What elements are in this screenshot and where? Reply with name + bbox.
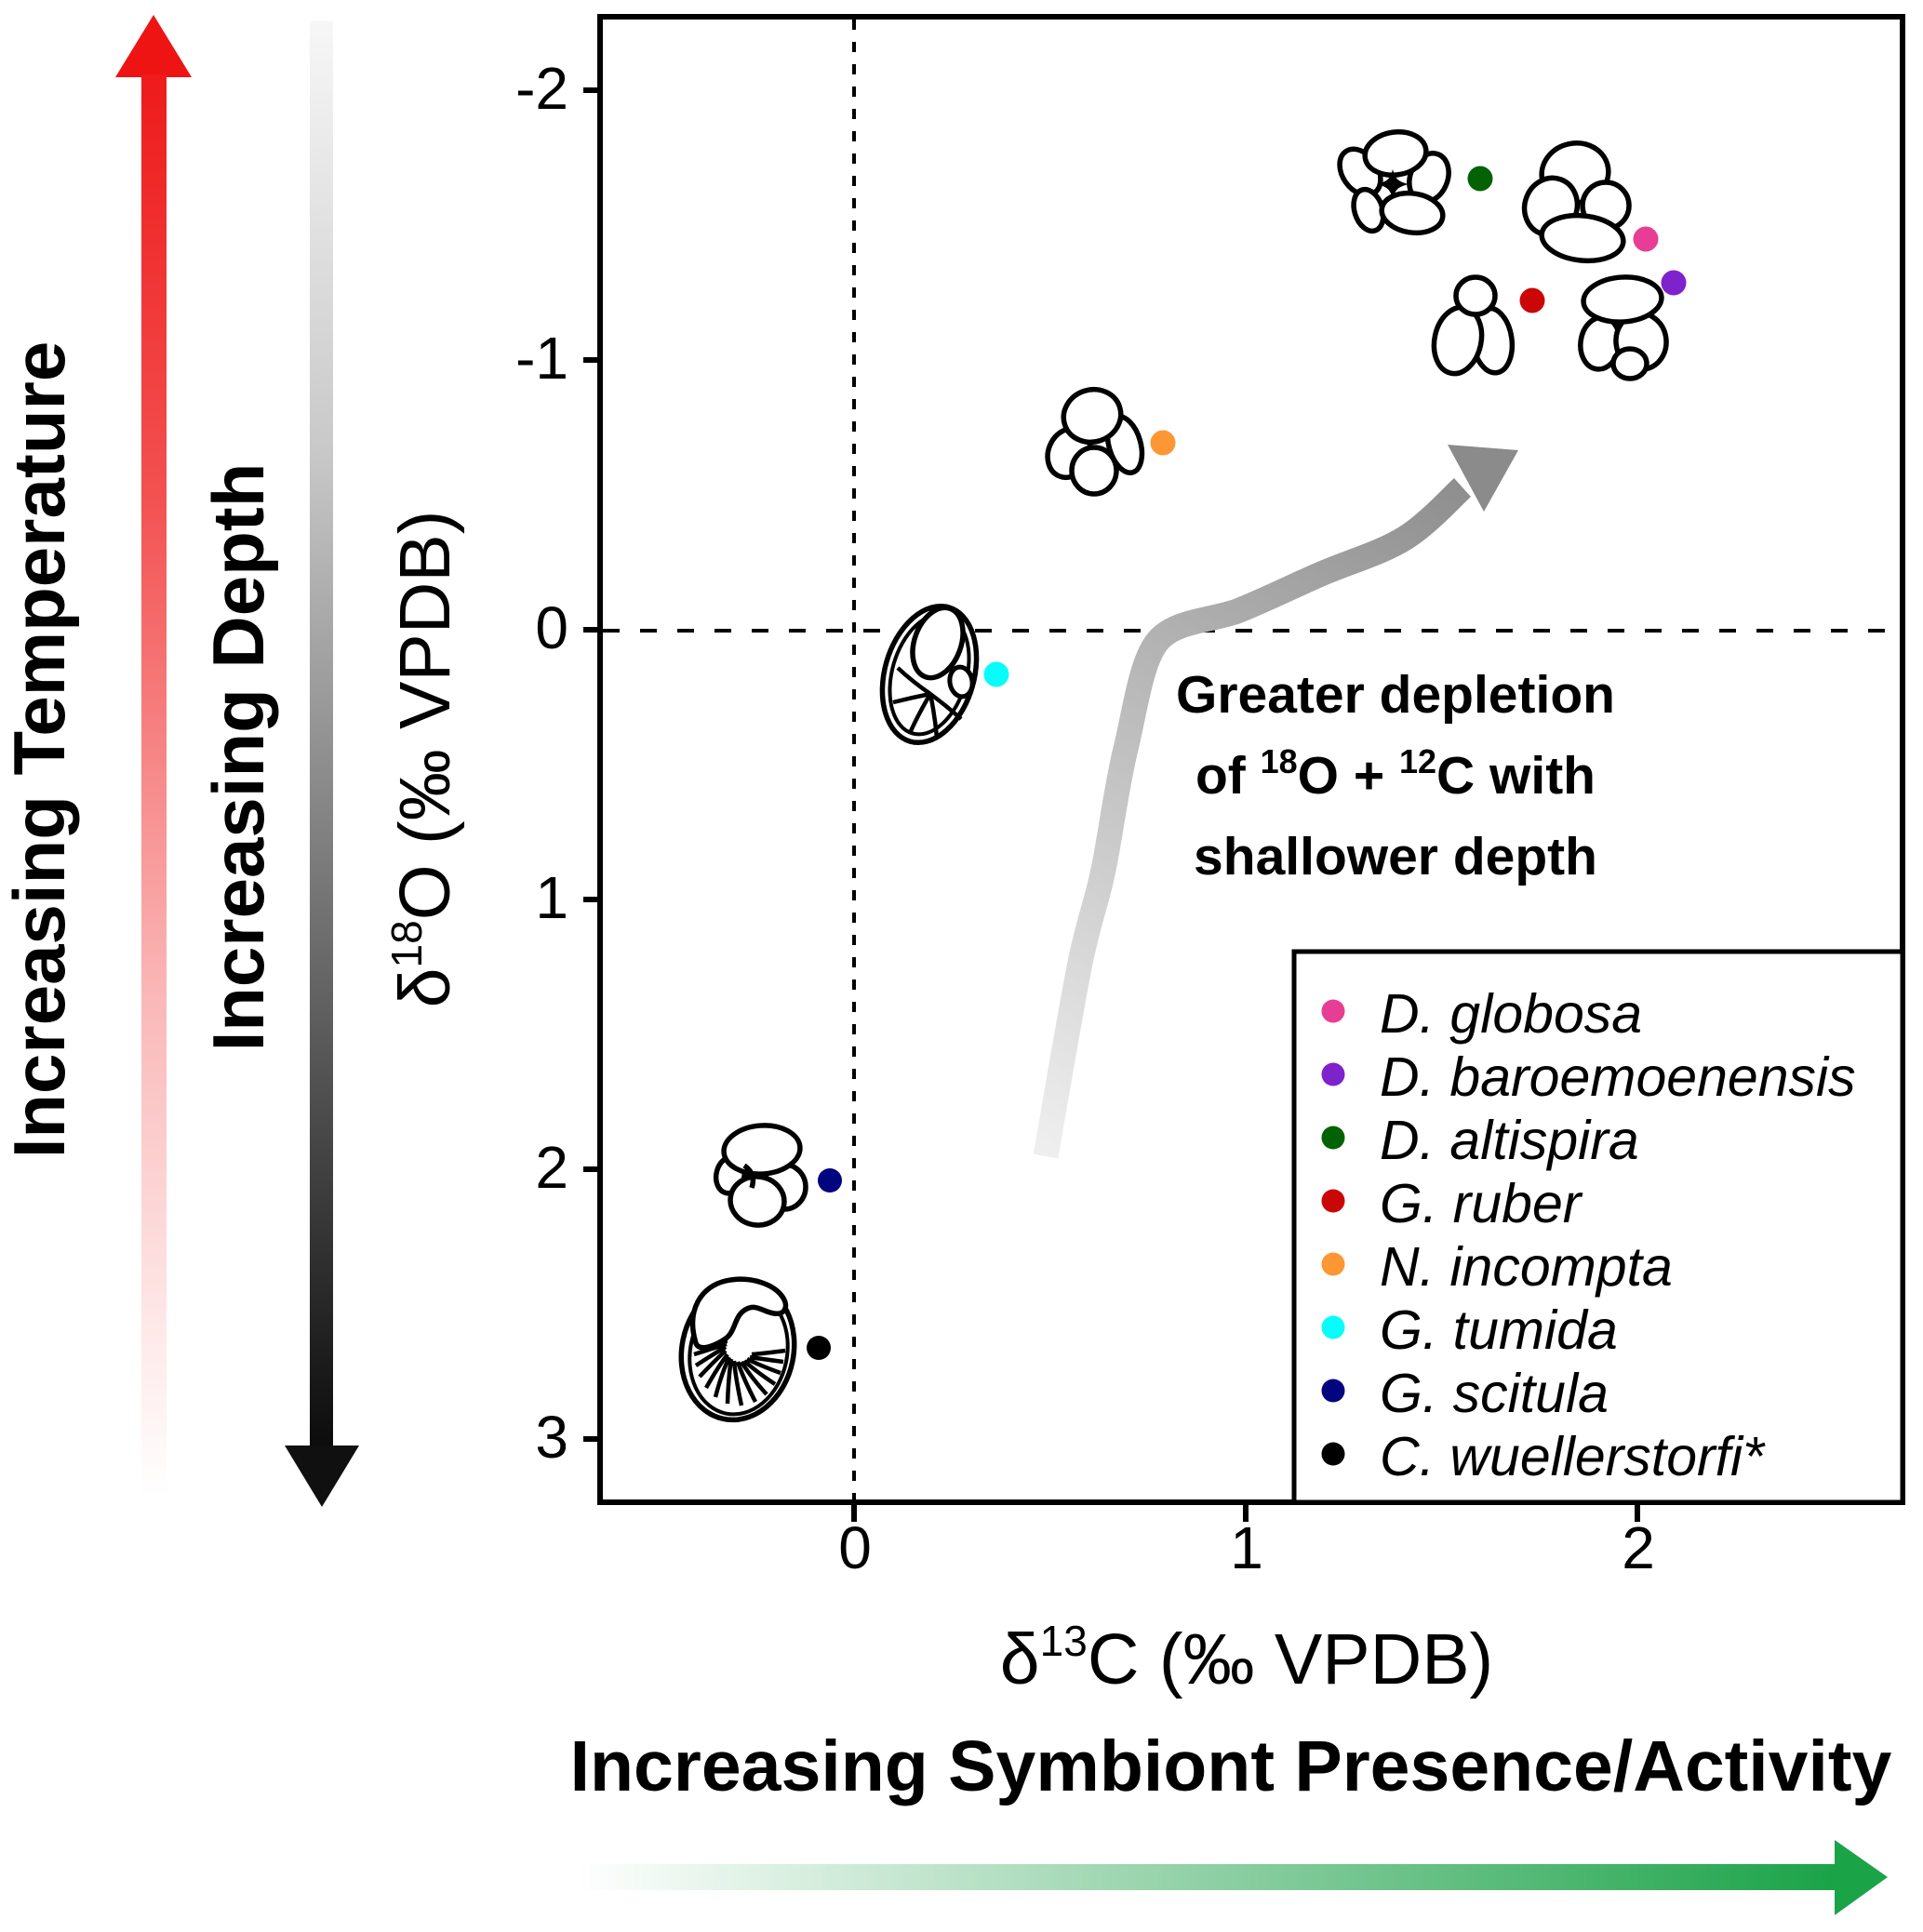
svg-text:G. scitula: G. scitula bbox=[1380, 1363, 1609, 1424]
svg-text:0: 0 bbox=[535, 594, 568, 661]
svg-text:-2: -2 bbox=[515, 55, 568, 122]
svg-text:1: 1 bbox=[1230, 1514, 1263, 1581]
svg-text:3: 3 bbox=[535, 1404, 568, 1471]
svg-text:2: 2 bbox=[1622, 1514, 1655, 1581]
svg-text:Increasing Depth: Increasing Depth bbox=[197, 463, 279, 1052]
svg-text:Greater depletion: Greater depletion bbox=[1176, 665, 1615, 725]
svg-text:shallower depth: shallower depth bbox=[1194, 827, 1597, 886]
svg-text:D. globosa: D. globosa bbox=[1380, 983, 1642, 1045]
svg-text:D. baroemoenensis: D. baroemoenensis bbox=[1380, 1046, 1856, 1108]
svg-text:δ13C (‰ VPDB): δ13C (‰ VPDB) bbox=[1000, 1617, 1493, 1699]
svg-text:Increasing Symbiont Presence/A: Increasing Symbiont Presence/Activity bbox=[570, 1726, 1892, 1806]
svg-text:1: 1 bbox=[535, 864, 568, 931]
svg-text:G. tumida: G. tumida bbox=[1380, 1299, 1618, 1361]
svg-text:-1: -1 bbox=[515, 325, 568, 392]
svg-text:2: 2 bbox=[535, 1134, 568, 1201]
svg-text:C. wuellerstorfi*: C. wuellerstorfi* bbox=[1380, 1426, 1766, 1487]
svg-text:Increasing Temperature: Increasing Temperature bbox=[0, 341, 80, 1159]
svg-text:G. ruber: G. ruber bbox=[1380, 1173, 1583, 1234]
svg-text:of 18O + 12C with: of 18O + 12C with bbox=[1195, 742, 1596, 806]
svg-text:N. incompta: N. incompta bbox=[1380, 1236, 1673, 1298]
svg-text:D. altispira: D. altispira bbox=[1380, 1110, 1639, 1171]
svg-text:0: 0 bbox=[838, 1514, 872, 1581]
svg-text:δ18O (‰ VPDB): δ18O (‰ VPDB) bbox=[382, 511, 465, 1008]
